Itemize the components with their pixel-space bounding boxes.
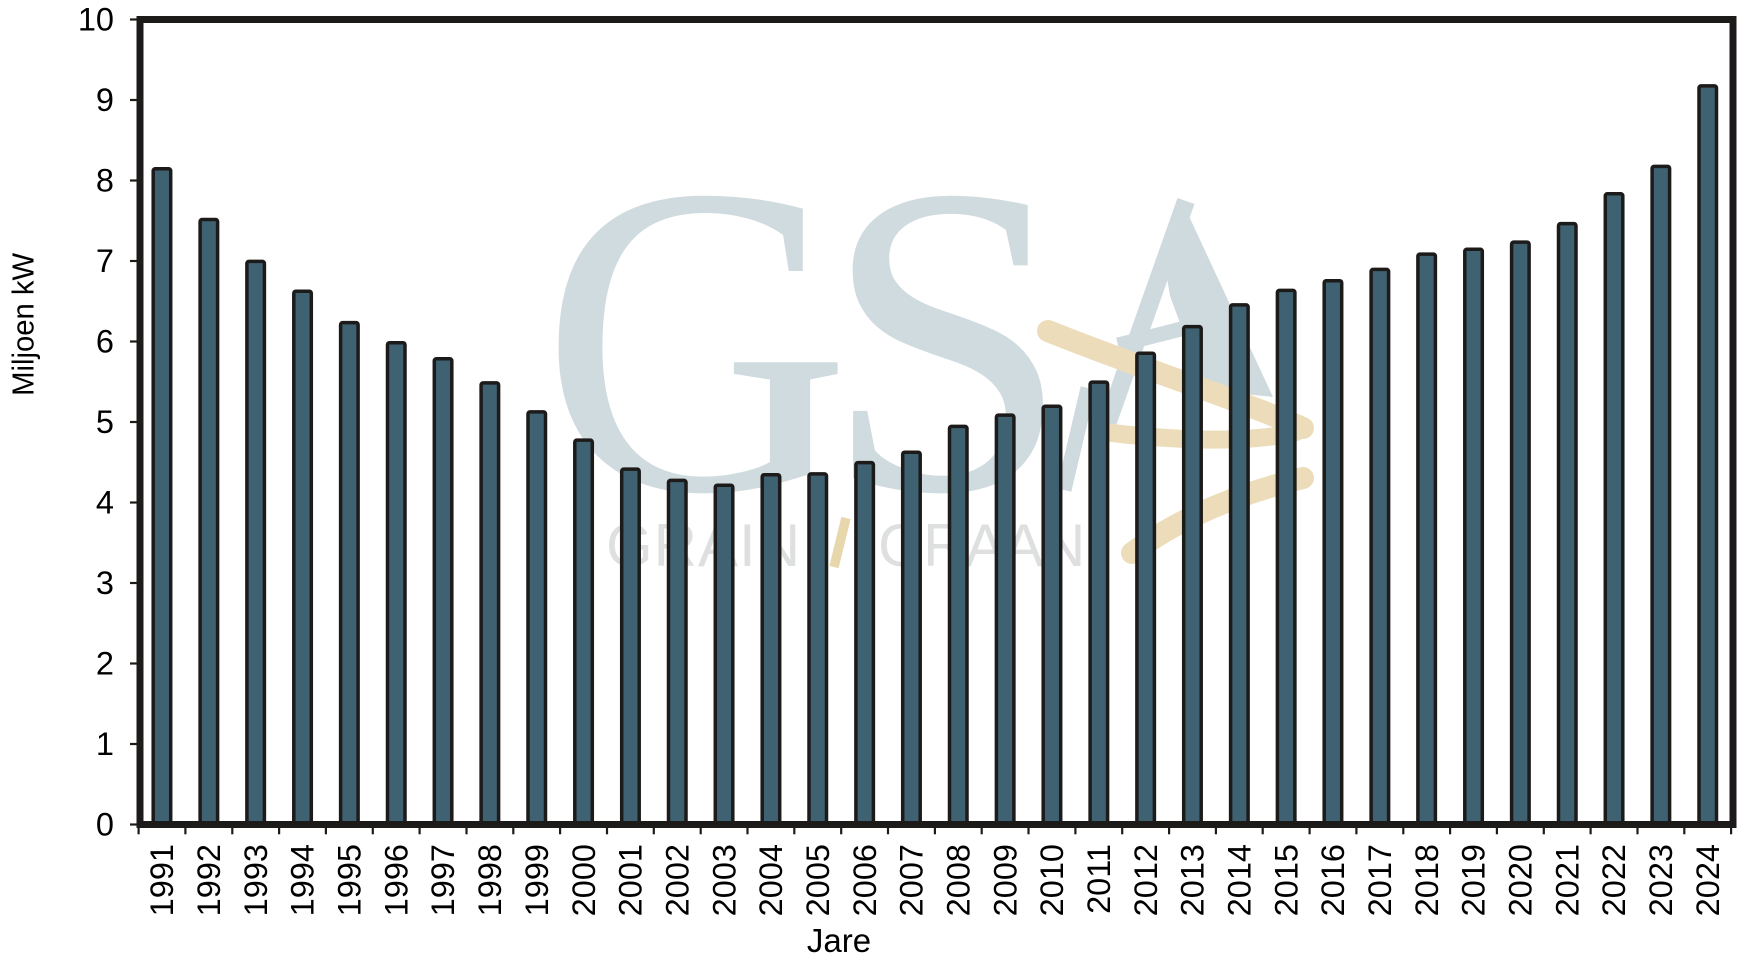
svg-text:2004: 2004: [753, 844, 789, 916]
svg-text:2005: 2005: [800, 844, 836, 916]
svg-text:1991: 1991: [144, 844, 180, 916]
svg-text:1998: 1998: [472, 844, 508, 916]
svg-text:2002: 2002: [659, 844, 695, 916]
svg-text:2020: 2020: [1503, 844, 1539, 916]
svg-text:0: 0: [96, 807, 114, 843]
svg-text:2006: 2006: [847, 844, 883, 916]
svg-text:1996: 1996: [378, 844, 414, 916]
svg-text:2003: 2003: [706, 844, 742, 916]
svg-text:2019: 2019: [1456, 844, 1492, 916]
svg-text:9: 9: [96, 82, 114, 118]
svg-text:1999: 1999: [519, 844, 555, 916]
svg-text:2018: 2018: [1409, 844, 1445, 916]
svg-text:2000: 2000: [566, 844, 602, 916]
svg-text:Miljoen kW: Miljoen kW: [6, 252, 41, 396]
svg-text:7: 7: [96, 243, 114, 279]
svg-text:5: 5: [96, 404, 114, 440]
svg-text:2: 2: [96, 646, 114, 682]
svg-text:1994: 1994: [285, 844, 321, 916]
svg-text:2015: 2015: [1268, 844, 1304, 916]
svg-text:1997: 1997: [425, 844, 461, 916]
svg-text:1995: 1995: [332, 844, 368, 916]
svg-text:2023: 2023: [1643, 844, 1679, 916]
svg-text:2013: 2013: [1175, 844, 1211, 916]
svg-text:8: 8: [96, 163, 114, 199]
svg-text:3: 3: [96, 565, 114, 601]
svg-text:2021: 2021: [1549, 844, 1585, 916]
svg-text:6: 6: [96, 324, 114, 360]
svg-text:2016: 2016: [1315, 844, 1351, 916]
svg-text:4: 4: [96, 485, 114, 521]
svg-text:2001: 2001: [613, 844, 649, 916]
svg-text:Jare: Jare: [807, 922, 871, 959]
svg-text:1: 1: [96, 726, 114, 762]
svg-text:10: 10: [78, 2, 114, 38]
svg-text:2022: 2022: [1596, 844, 1632, 916]
svg-text:2012: 2012: [1128, 844, 1164, 916]
svg-text:2011: 2011: [1081, 844, 1117, 914]
svg-text:1993: 1993: [238, 844, 274, 916]
svg-text:2009: 2009: [987, 844, 1023, 916]
svg-text:2007: 2007: [894, 844, 930, 916]
svg-text:2010: 2010: [1034, 844, 1070, 916]
svg-text:2008: 2008: [941, 844, 977, 916]
svg-text:2017: 2017: [1362, 844, 1398, 916]
svg-text:2024: 2024: [1690, 844, 1726, 916]
svg-text:2014: 2014: [1222, 844, 1258, 916]
svg-text:1992: 1992: [191, 844, 227, 916]
